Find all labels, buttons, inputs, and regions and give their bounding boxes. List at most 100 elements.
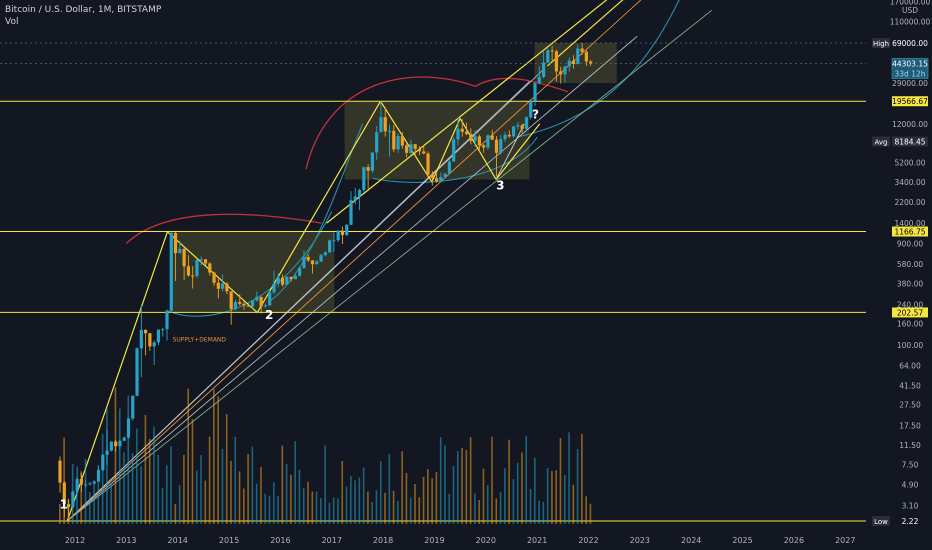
candle-body: [400, 136, 404, 146]
x-tick-label: 2014: [168, 536, 188, 545]
candle-body: [482, 145, 486, 148]
volume-bar: [409, 497, 412, 524]
x-tick-label: 2017: [322, 536, 342, 545]
volume-bar: [118, 408, 121, 524]
volume-bar: [375, 490, 378, 524]
volume-bar: [290, 474, 292, 524]
trend-line: [167, 231, 258, 314]
volume-bar: [157, 454, 160, 524]
volume-bar: [504, 468, 506, 524]
volume-bar: [302, 487, 305, 524]
trend-line: [495, 123, 541, 180]
candle-body: [109, 441, 113, 451]
y-tick-label: 7.50: [902, 461, 919, 470]
x-tick-label: 2012: [65, 536, 85, 545]
volume-bar: [538, 500, 540, 524]
candle-body: [71, 491, 75, 508]
price-label-value: 8184.45: [894, 138, 925, 147]
price-tag-label: High: [873, 40, 889, 48]
volume-bar: [525, 435, 528, 524]
candle-body: [263, 305, 268, 307]
candle-body: [439, 176, 443, 182]
candle-body: [58, 460, 62, 483]
y-tick-label: 11.50: [899, 441, 921, 450]
volume-bar: [589, 503, 592, 524]
price-tag-box: [872, 38, 890, 48]
volume-bar: [491, 436, 493, 524]
candle-body: [392, 130, 396, 150]
volume-bar: [93, 480, 95, 524]
candle-body: [79, 479, 84, 485]
x-tick-label: 2022: [578, 536, 598, 545]
candle-body: [537, 76, 541, 84]
volume-bar: [136, 428, 138, 524]
volume-bar: [358, 477, 361, 524]
candle-body: [221, 283, 225, 289]
volume-bar: [551, 471, 553, 524]
x-tick-label: 2020: [476, 536, 496, 545]
x-tick-label: 2016: [270, 536, 290, 545]
candle-body: [285, 276, 289, 285]
volume-bar: [474, 493, 476, 524]
candle-body: [387, 130, 392, 132]
candle-body: [92, 481, 96, 484]
symbol-title[interactable]: Bitcoin / U.S. Dollar, 1M, BITSTAMP: [5, 5, 162, 15]
volume-bar: [572, 484, 575, 524]
candle-body: [148, 333, 152, 347]
volume-bar: [213, 389, 215, 524]
volume-bar: [431, 478, 433, 524]
volume-bar: [59, 504, 61, 524]
candle-body: [559, 71, 563, 75]
candle-body: [430, 174, 434, 179]
volume-bar: [478, 499, 480, 524]
y-tick-label: 29000.00: [892, 79, 928, 88]
candle-body: [233, 301, 238, 310]
candle-body: [268, 292, 272, 306]
candle-body: [499, 139, 503, 153]
volume-bar: [495, 498, 498, 524]
volume-bar: [230, 461, 232, 524]
volume-bar: [268, 495, 271, 524]
volume-bar: [499, 492, 502, 524]
candle-body: [443, 173, 447, 177]
volume-bar: [247, 453, 249, 524]
x-tick-label: 2027: [835, 536, 855, 545]
volume-bar: [461, 447, 463, 524]
volume-label[interactable]: Vol: [5, 17, 19, 27]
candle-body: [169, 233, 173, 311]
cycle-arc: [475, 77, 569, 93]
volume-bar: [238, 471, 241, 524]
volume-bar: [439, 437, 442, 524]
y-tick-label: 170000.00: [890, 0, 931, 6]
candle-body: [203, 259, 208, 264]
candle-body: [131, 395, 135, 419]
candle-body: [191, 275, 195, 277]
candle-body: [571, 60, 576, 65]
trend-line: [66, 231, 168, 522]
candle-body: [238, 301, 242, 304]
annotation-label: 2: [265, 308, 273, 322]
volume-bar: [140, 466, 142, 524]
candle-body: [315, 261, 319, 265]
candle-body: [319, 255, 323, 262]
x-tick-label: 2018: [373, 536, 393, 545]
candle-body: [452, 139, 456, 162]
candle-body: [409, 144, 413, 153]
candle-body: [580, 48, 584, 52]
candle-body: [212, 272, 216, 283]
candle-body: [589, 61, 593, 64]
volume-bar: [234, 436, 237, 524]
candle-body: [62, 482, 66, 505]
volume-bar: [542, 501, 545, 524]
x-tick-label: 2019: [424, 536, 444, 545]
volume-bar: [264, 493, 267, 524]
volume-bar: [452, 465, 455, 524]
volume-bar: [324, 445, 326, 524]
candle-body: [541, 62, 546, 77]
candle-body: [276, 277, 280, 284]
volume-bar: [144, 415, 147, 524]
candle-body: [259, 296, 263, 307]
candle-body: [494, 139, 499, 153]
price-label-value: 69000.00: [892, 39, 928, 48]
